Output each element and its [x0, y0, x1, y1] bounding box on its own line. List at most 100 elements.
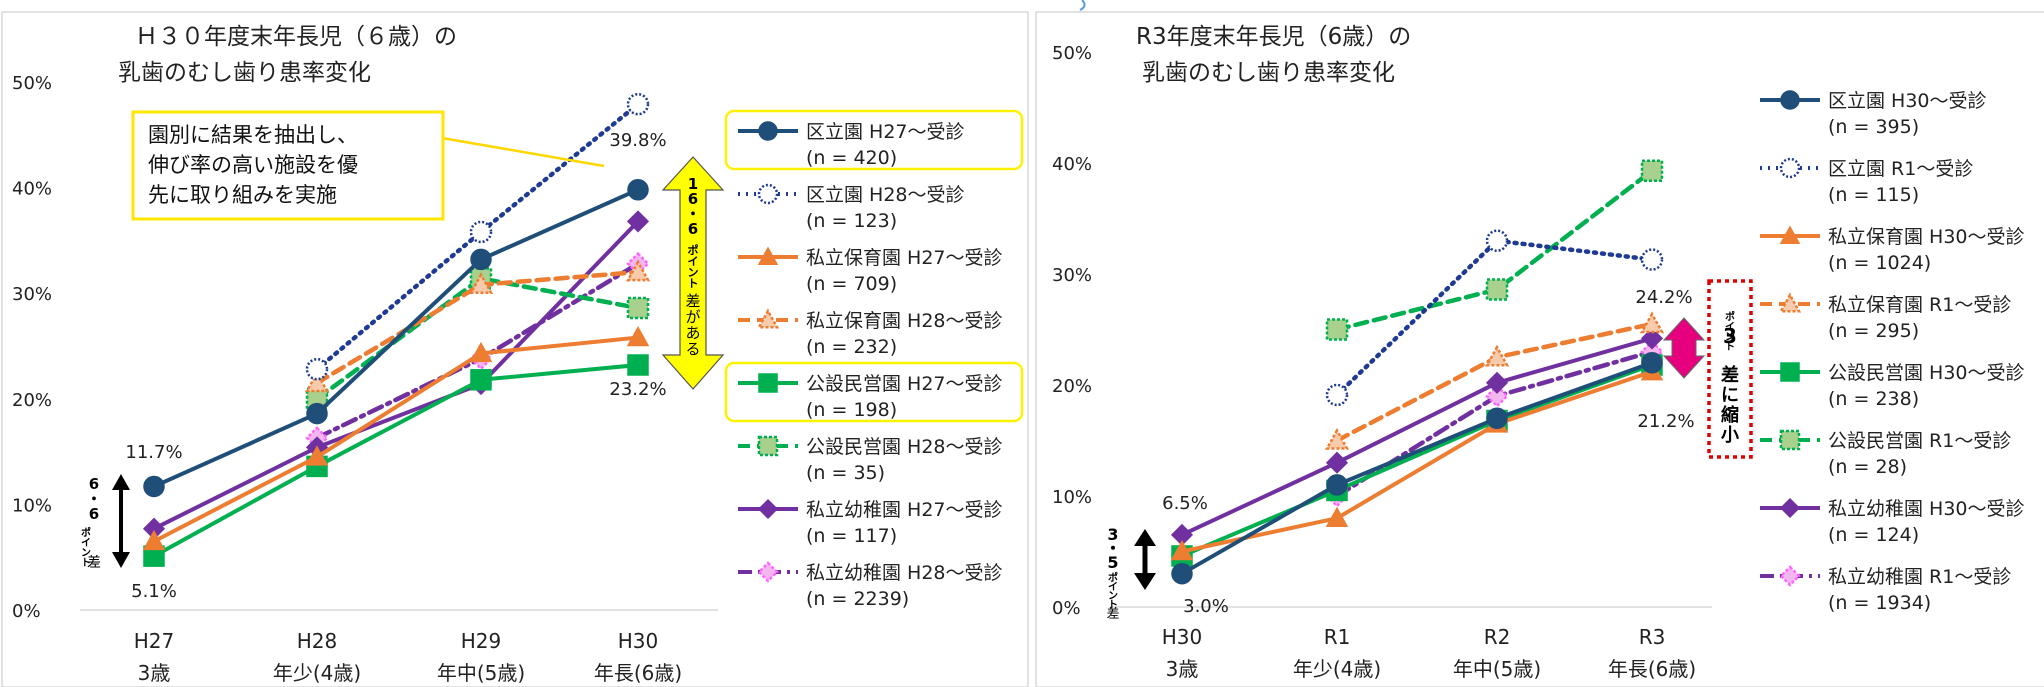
data-point — [1640, 248, 1664, 271]
legend-series-name: 私立保育園 R1～受診 — [1828, 294, 2011, 316]
x-tick-label: H27 — [134, 629, 175, 653]
series-line — [1180, 360, 1654, 576]
x-tick-sublabel: 3歳 — [138, 661, 171, 685]
data-point — [1485, 384, 1509, 408]
legend-series-n: (n = 232) — [806, 336, 897, 358]
legend-series-name: 私立幼稚園 H30～受診 — [1828, 498, 2025, 520]
data-point — [626, 326, 650, 347]
series-line — [1180, 336, 1654, 537]
gap-note-box — [1707, 279, 1753, 459]
data-point — [142, 529, 166, 551]
x-tick-label: R2 — [1484, 625, 1511, 649]
legend-series-name: 区立園 R1～受診 — [1828, 158, 1973, 180]
x-tick-sublabel: 年中(5歳) — [437, 661, 525, 685]
data-label-h27-koset: 5.1% — [131, 581, 177, 602]
legend-series-n: (n = 198) — [806, 399, 897, 421]
legend-swatch-marker — [757, 498, 779, 520]
legend-swatch-marker — [1780, 90, 1800, 110]
gap-label-right-suffix: あ — [685, 324, 700, 342]
data-point — [470, 248, 492, 271]
gap-arrow-right-shape — [661, 156, 725, 390]
y-tick-label: 30% — [12, 284, 52, 305]
gap-label-left-unit: イ — [1108, 581, 1118, 593]
legend-swatch-marker — [1779, 157, 1801, 179]
gap-label-left-unit: ト — [81, 557, 91, 569]
legend-series-name: 私立幼稚園 H27～受診 — [806, 499, 1003, 521]
data-point — [1325, 506, 1349, 527]
legend-highlight-box — [724, 109, 1024, 171]
data-label-r3-shiyochi: 24.2% — [1635, 287, 1692, 308]
gap-arrow-right-shape — [1662, 317, 1706, 379]
data-point — [1170, 539, 1194, 561]
legend-swatch-marker — [1779, 429, 1801, 451]
gap-label-right-suffix: る — [685, 340, 700, 358]
x-tick-sublabel: 3歳 — [1166, 657, 1199, 681]
gap-label-right: 1 — [688, 175, 698, 193]
data-point — [143, 475, 165, 498]
gap-label-left-unit: ポ — [1108, 571, 1118, 584]
legend-series-n: (n = 28) — [1828, 456, 1907, 478]
legend-series-name: 区立園 H30～受診 — [1828, 90, 1987, 112]
x-tick-label: R1 — [1324, 625, 1351, 649]
callout-line-1: 園別に結果を抽出し、 — [148, 123, 358, 147]
x-tick-label: H30 — [1162, 625, 1203, 649]
data-point — [305, 445, 329, 466]
gap-arrow-left-up — [1134, 529, 1156, 546]
x-tick-sublabel: 年少(4歳) — [273, 661, 361, 685]
right-chart-title-line2: 乳歯のむし歯り患率変化 — [1142, 60, 1395, 86]
data-point — [1640, 159, 1664, 183]
right-chart-frame — [1035, 11, 2044, 687]
legend-swatch-marker — [757, 183, 779, 205]
callout-line-2: 伸び率の高い施設を優 — [148, 153, 358, 177]
legend-swatch-marker — [758, 121, 778, 141]
legend-swatch-marker — [758, 373, 778, 393]
gap-label-right: 6 — [688, 190, 698, 208]
callout-box — [131, 110, 445, 221]
gap-arrow-left-down — [1134, 573, 1156, 590]
gap-label-left-unit: イ — [81, 537, 91, 549]
legend-series-n: (n = 295) — [1828, 320, 1919, 342]
legend-series-n: (n = 395) — [1828, 116, 1919, 138]
gap-label-right-unit: ポ — [688, 243, 699, 257]
gap-label-left-unit: ン — [81, 548, 91, 559]
x-tick-label: R3 — [1639, 625, 1666, 649]
legend-series-name: 公設民営園 H28～受診 — [806, 436, 1003, 458]
legend-series-name: 公設民営園 H27～受診 — [806, 373, 1003, 395]
data-point — [1324, 427, 1350, 450]
y-tick-label: 50% — [12, 73, 52, 94]
legend-swatch-marker — [1778, 292, 1802, 313]
data-point — [305, 357, 329, 381]
gap-label-left-unit: ポ — [81, 526, 91, 539]
legend-series-n: (n = 123) — [806, 210, 897, 232]
gap-label-left-suffix: 差 — [87, 555, 101, 571]
data-point — [304, 370, 330, 393]
legend-series-n: (n = 1024) — [1828, 252, 1931, 274]
data-point — [306, 402, 328, 425]
data-point — [469, 220, 493, 244]
gap-arrow-left-up — [112, 474, 130, 490]
series-line — [152, 363, 640, 559]
legend-swatch-marker — [756, 308, 780, 329]
gap-label-right-suffix: 縮 — [1721, 404, 1739, 426]
data-label-r3-hoikuen: 21.2% — [1637, 411, 1694, 432]
x-tick-sublabel: 年少(4歳) — [1293, 657, 1381, 681]
legend-series-name: 私立幼稚園 H28～受診 — [806, 562, 1003, 584]
gap-label-right-suffix: 差 — [685, 292, 700, 310]
legend-series-n: (n = 420) — [806, 147, 897, 169]
series-line — [152, 219, 640, 531]
left-chart-title-line2: 乳歯のむし歯り患率変化 — [118, 60, 371, 86]
data-point — [627, 178, 649, 201]
data-point — [1325, 383, 1349, 407]
data-point — [626, 296, 650, 320]
y-tick-label: 10% — [12, 495, 52, 516]
gap-label-right-unit: イ — [1725, 321, 1735, 333]
legend-swatch-marker — [1779, 497, 1801, 519]
data-point — [1171, 562, 1193, 585]
data-label-h30-kuritsu: 39.8% — [609, 130, 666, 151]
gap-label-right-unit: ン — [688, 266, 699, 279]
x-tick-sublabel: 年長(6歳) — [1608, 657, 1696, 681]
left-chart: Ｈ３０年度末年長児（６歳）の 乳歯のむし歯り患率変化 0% 10% 20% 30% 40… — [12, 24, 1024, 685]
legend-series-n: (n = 35) — [806, 462, 885, 484]
gap-label-right-unit: ト — [1725, 341, 1735, 353]
y-tick-label: 40% — [1052, 154, 1092, 175]
